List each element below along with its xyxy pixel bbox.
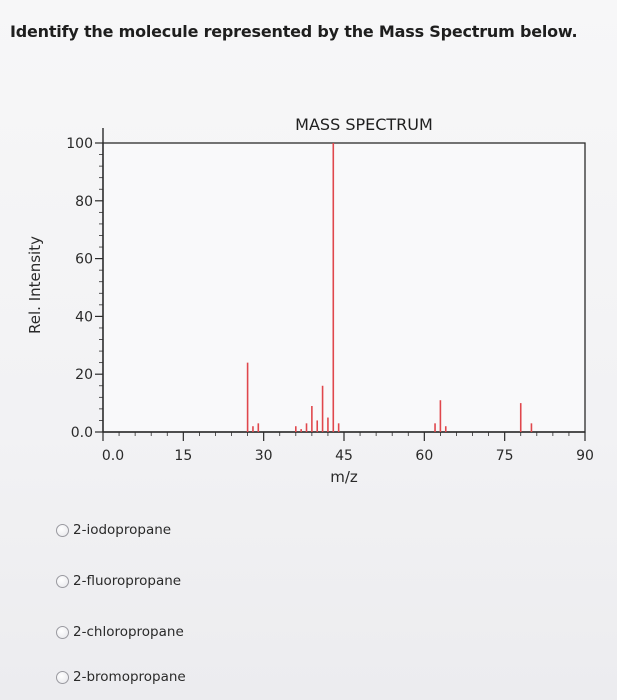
y-tick-label: 0.0 (71, 425, 93, 441)
x-tick-label: 15 (174, 448, 192, 464)
x-tick-label: 0.0 (102, 448, 124, 464)
option-2-chloropropane[interactable]: 2-chloropropane (56, 624, 184, 640)
x-axis-label: m/z (330, 468, 358, 486)
y-tick-label: 80 (75, 194, 93, 210)
radio-button[interactable] (56, 670, 69, 684)
option-2-iodopropane[interactable]: 2-iodopropane (56, 522, 171, 538)
x-tick-label: 90 (576, 448, 594, 464)
y-tick-label: 40 (75, 309, 93, 325)
option-label: 2-bromopropane (73, 669, 186, 685)
radio-button[interactable] (56, 574, 69, 588)
x-tick-label: 60 (415, 448, 433, 464)
option-label: 2-iodopropane (73, 522, 172, 538)
y-axis-label: Rel. Intensity (26, 236, 44, 334)
plot-frame (102, 142, 586, 433)
y-tick-label: 100 (66, 136, 93, 152)
x-tick-label: 30 (255, 448, 273, 464)
option-label: 2-fluoropropane (73, 573, 182, 589)
radio-button[interactable] (56, 523, 69, 537)
x-tick-label: 45 (335, 448, 353, 464)
option-2-fluoropropane[interactable]: 2-fluoropropane (56, 573, 181, 589)
option-label: 2-chloropropane (73, 624, 184, 640)
y-tick-label: 60 (75, 252, 93, 268)
radio-button[interactable] (56, 625, 69, 639)
mass-spectrum-chart: 0.0 20 40 60 80 100 0.0 15 30 45 60 75 90 MASS SPECTR… (26, 115, 594, 486)
y-tick-label: 20 (75, 367, 93, 383)
question-text: Identify the molecule represented by the… (10, 22, 578, 41)
option-2-bromopropane[interactable]: 2-bromopropane (56, 669, 186, 685)
chart-title: MASS SPECTRUM (295, 115, 433, 134)
x-tick-label: 75 (496, 448, 514, 464)
